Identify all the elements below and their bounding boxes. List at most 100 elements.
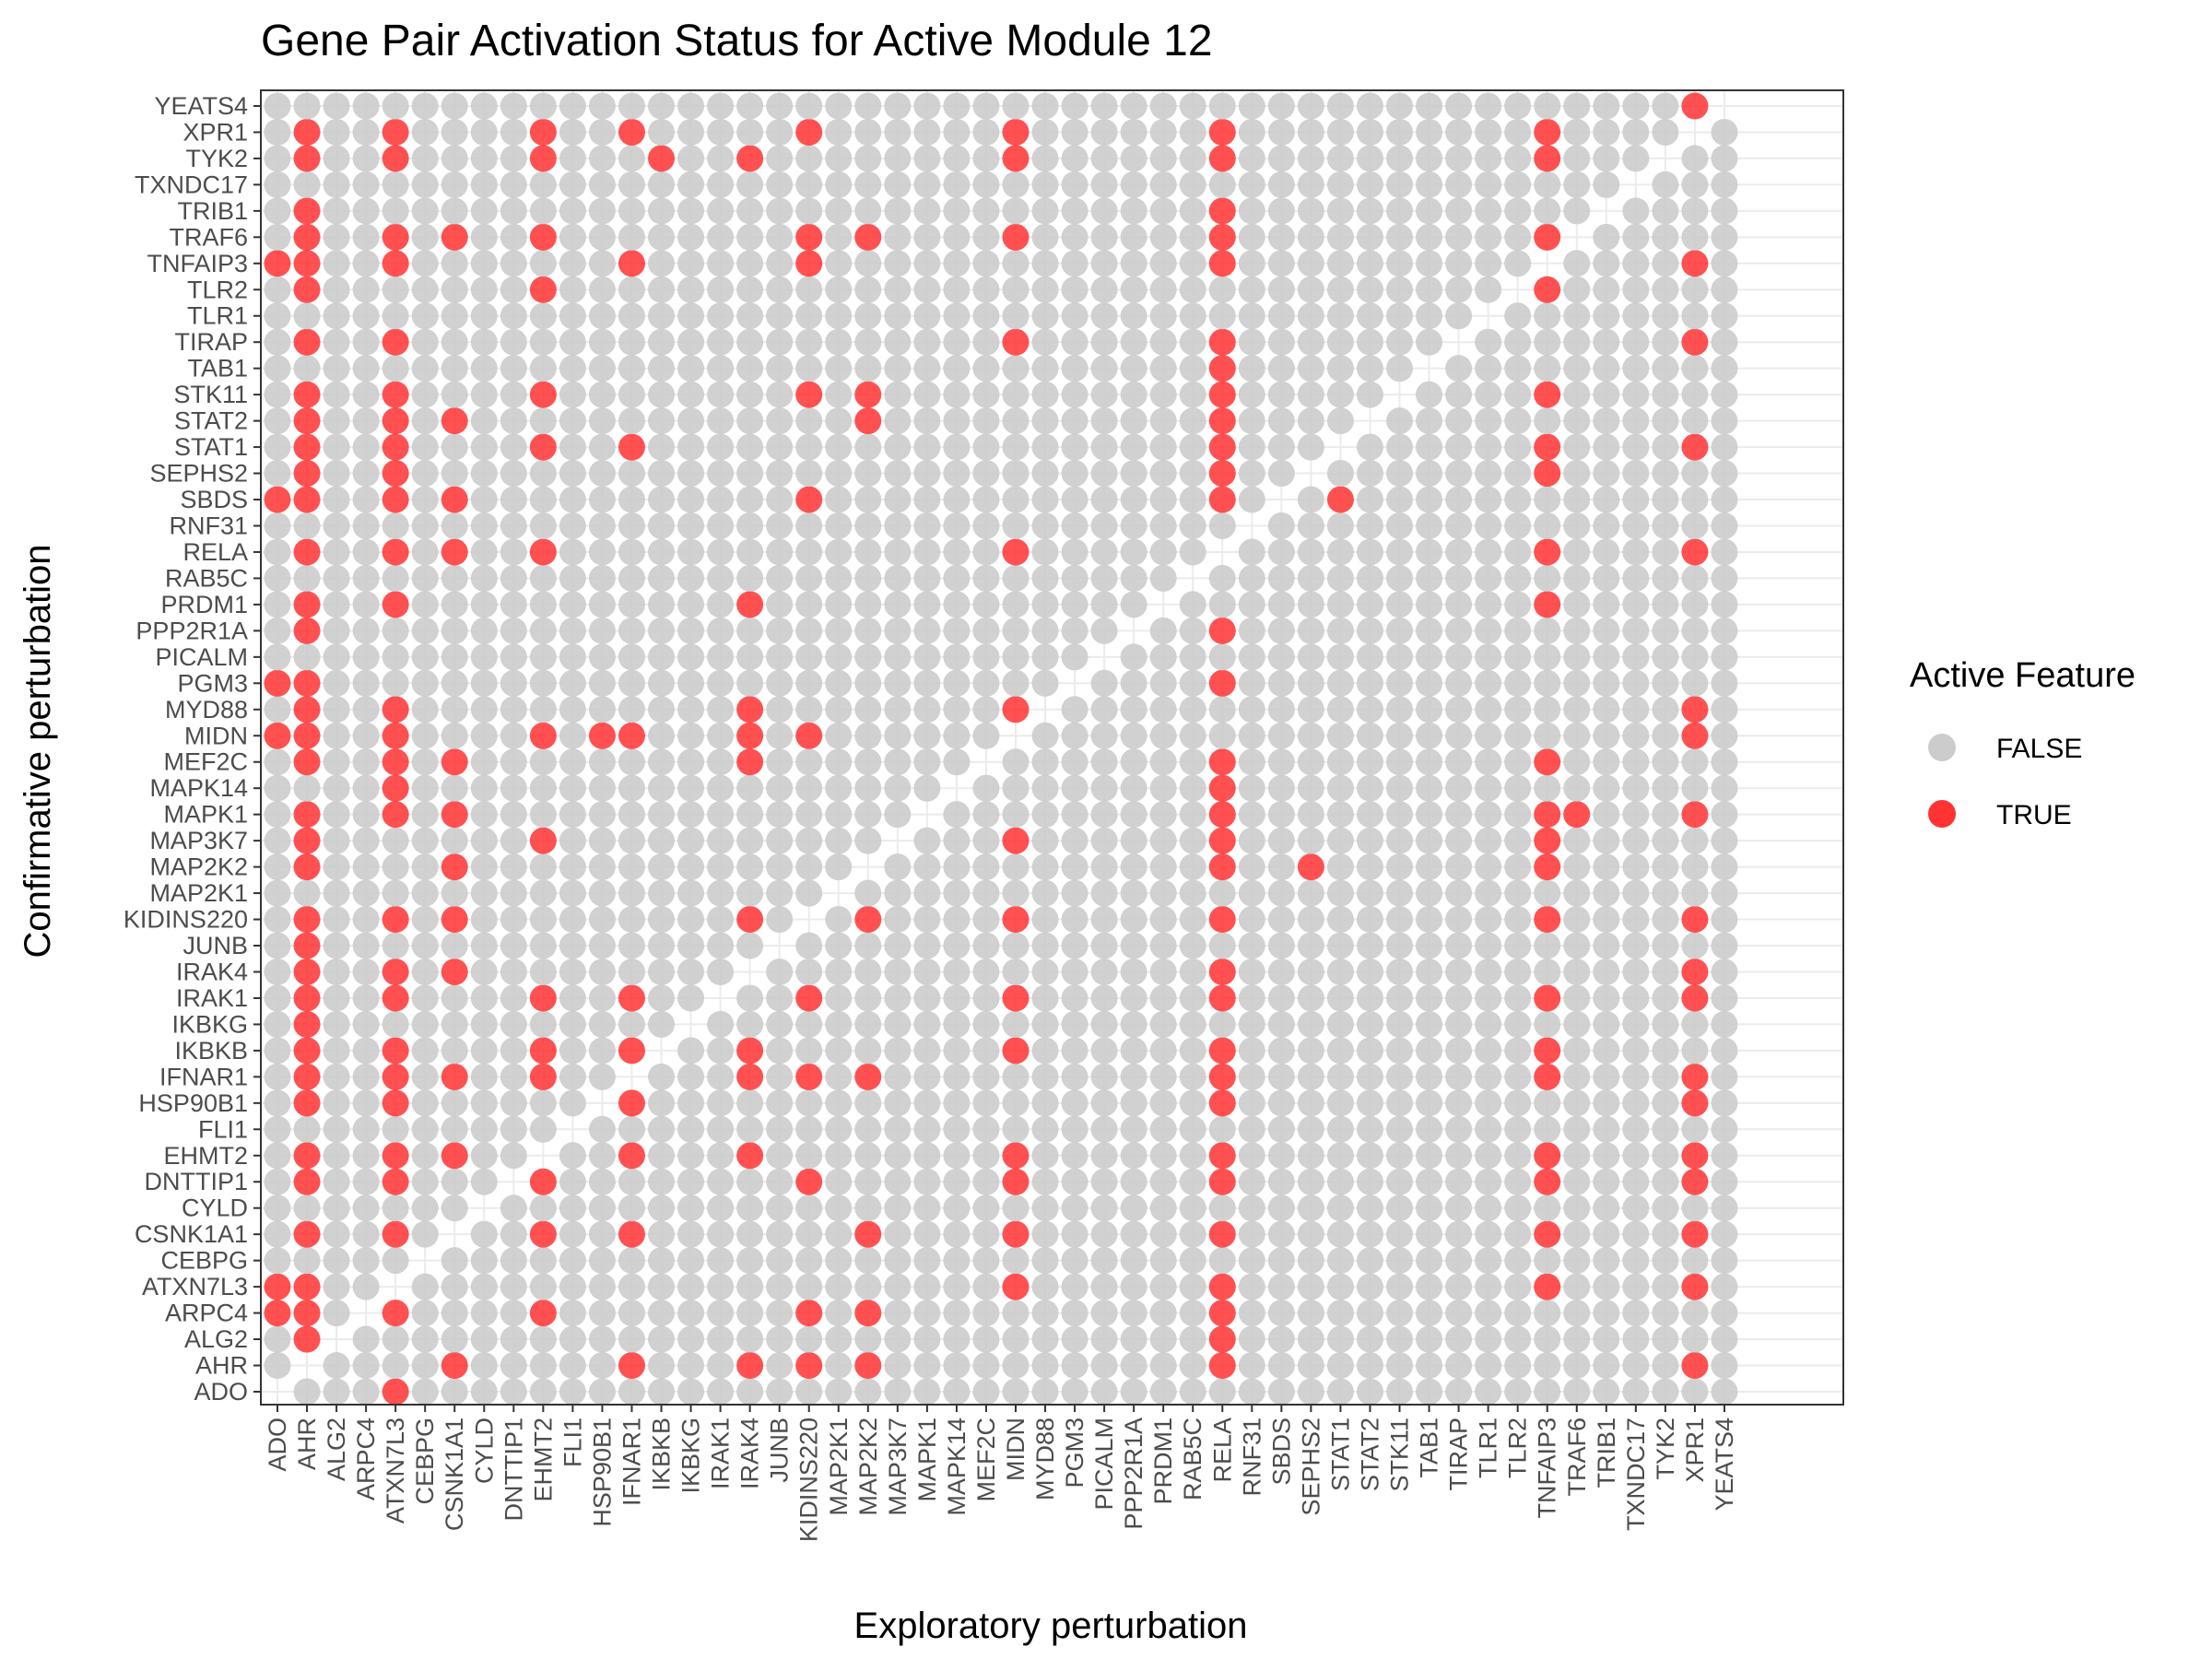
point-false [766, 827, 794, 854]
point-false [707, 250, 735, 277]
point-false [264, 460, 291, 488]
point-false [559, 407, 586, 435]
point-false [500, 1352, 527, 1380]
point-false [411, 171, 439, 198]
x-tick-label: TXNDC17 [1622, 1418, 1650, 1531]
point-true [293, 801, 321, 829]
x-tick-label: AHR [293, 1418, 321, 1470]
point-false [323, 1300, 350, 1327]
x-tick-label: STAT1 [1326, 1418, 1354, 1491]
point-false [707, 118, 735, 146]
point-false [884, 1168, 912, 1195]
point-false [588, 512, 616, 539]
point-false [352, 696, 380, 724]
point-false [264, 984, 291, 1012]
point-false [913, 1194, 941, 1222]
point-false [1120, 118, 1147, 146]
point-false [1563, 1352, 1591, 1380]
point-false [1002, 1115, 1030, 1143]
point-false [766, 879, 794, 907]
point-false [795, 1115, 823, 1143]
point-false [766, 722, 794, 749]
point-false [1386, 197, 1414, 225]
point-false [264, 1010, 291, 1038]
point-false [707, 1220, 735, 1248]
point-false [1534, 1115, 1561, 1143]
legend-false-swatch [1928, 734, 1956, 761]
y-tick-label: ATXN7L3 [142, 1273, 248, 1300]
point-false [972, 564, 1000, 592]
point-false [441, 774, 468, 802]
point-false [1416, 512, 1443, 539]
point-false [1356, 1247, 1383, 1275]
point-false [825, 958, 853, 985]
point-false [1356, 145, 1383, 172]
point-false [1386, 1247, 1414, 1275]
point-false [1090, 1352, 1118, 1380]
point-false [352, 92, 380, 120]
point-false [1120, 1378, 1147, 1406]
x-tick-label: ALG2 [323, 1418, 350, 1481]
point-false [1179, 1378, 1206, 1406]
point-false [323, 92, 350, 120]
point-false [825, 564, 853, 592]
point-false [736, 879, 764, 907]
point-false [766, 197, 794, 225]
point-false [1061, 197, 1088, 225]
point-false [1208, 512, 1236, 539]
point-false [913, 643, 941, 671]
point-false [1238, 1142, 1265, 1170]
point-false [1534, 171, 1561, 198]
point-false [1534, 302, 1561, 330]
point-false [264, 879, 291, 907]
point-false [677, 591, 705, 618]
y-tick-label: MAP3K7 [149, 827, 248, 854]
point-false [588, 407, 616, 435]
point-false [323, 145, 350, 172]
point-false [677, 696, 705, 724]
point-true [1208, 1352, 1236, 1380]
point-false [323, 591, 350, 618]
point-false [707, 197, 735, 225]
point-false [1652, 433, 1679, 461]
point-false [411, 460, 439, 488]
point-false [1002, 302, 1030, 330]
point-false [795, 591, 823, 618]
point-false [1652, 1300, 1679, 1327]
point-false [884, 774, 912, 802]
point-false [825, 197, 853, 225]
point-false [1711, 591, 1738, 618]
point-false [854, 1168, 882, 1195]
point-false [972, 512, 1000, 539]
point-false [913, 1115, 941, 1143]
point-false [913, 433, 941, 461]
point-false [264, 145, 291, 172]
point-false [1475, 171, 1502, 198]
point-true [1534, 801, 1561, 829]
point-false [1652, 932, 1679, 959]
point-false [1416, 538, 1443, 566]
point-false [1475, 853, 1502, 881]
point-false [972, 1300, 1000, 1327]
point-false [559, 355, 586, 382]
point-false [884, 407, 912, 435]
point-false [972, 1352, 1000, 1380]
point-false [1120, 906, 1147, 934]
point-false [1416, 276, 1443, 303]
point-false [1149, 433, 1177, 461]
point-false [529, 1010, 557, 1038]
point-false [411, 1378, 439, 1406]
point-false [618, 1300, 645, 1327]
point-false [352, 1194, 380, 1222]
point-false [677, 407, 705, 435]
point-false [795, 1247, 823, 1275]
point-false [559, 958, 586, 985]
point-false [707, 1142, 735, 1170]
point-true [293, 197, 321, 225]
point-true [1534, 1168, 1561, 1195]
point-false [1120, 92, 1147, 120]
point-false [1179, 433, 1206, 461]
point-false [1622, 1168, 1650, 1195]
point-false [352, 801, 380, 829]
